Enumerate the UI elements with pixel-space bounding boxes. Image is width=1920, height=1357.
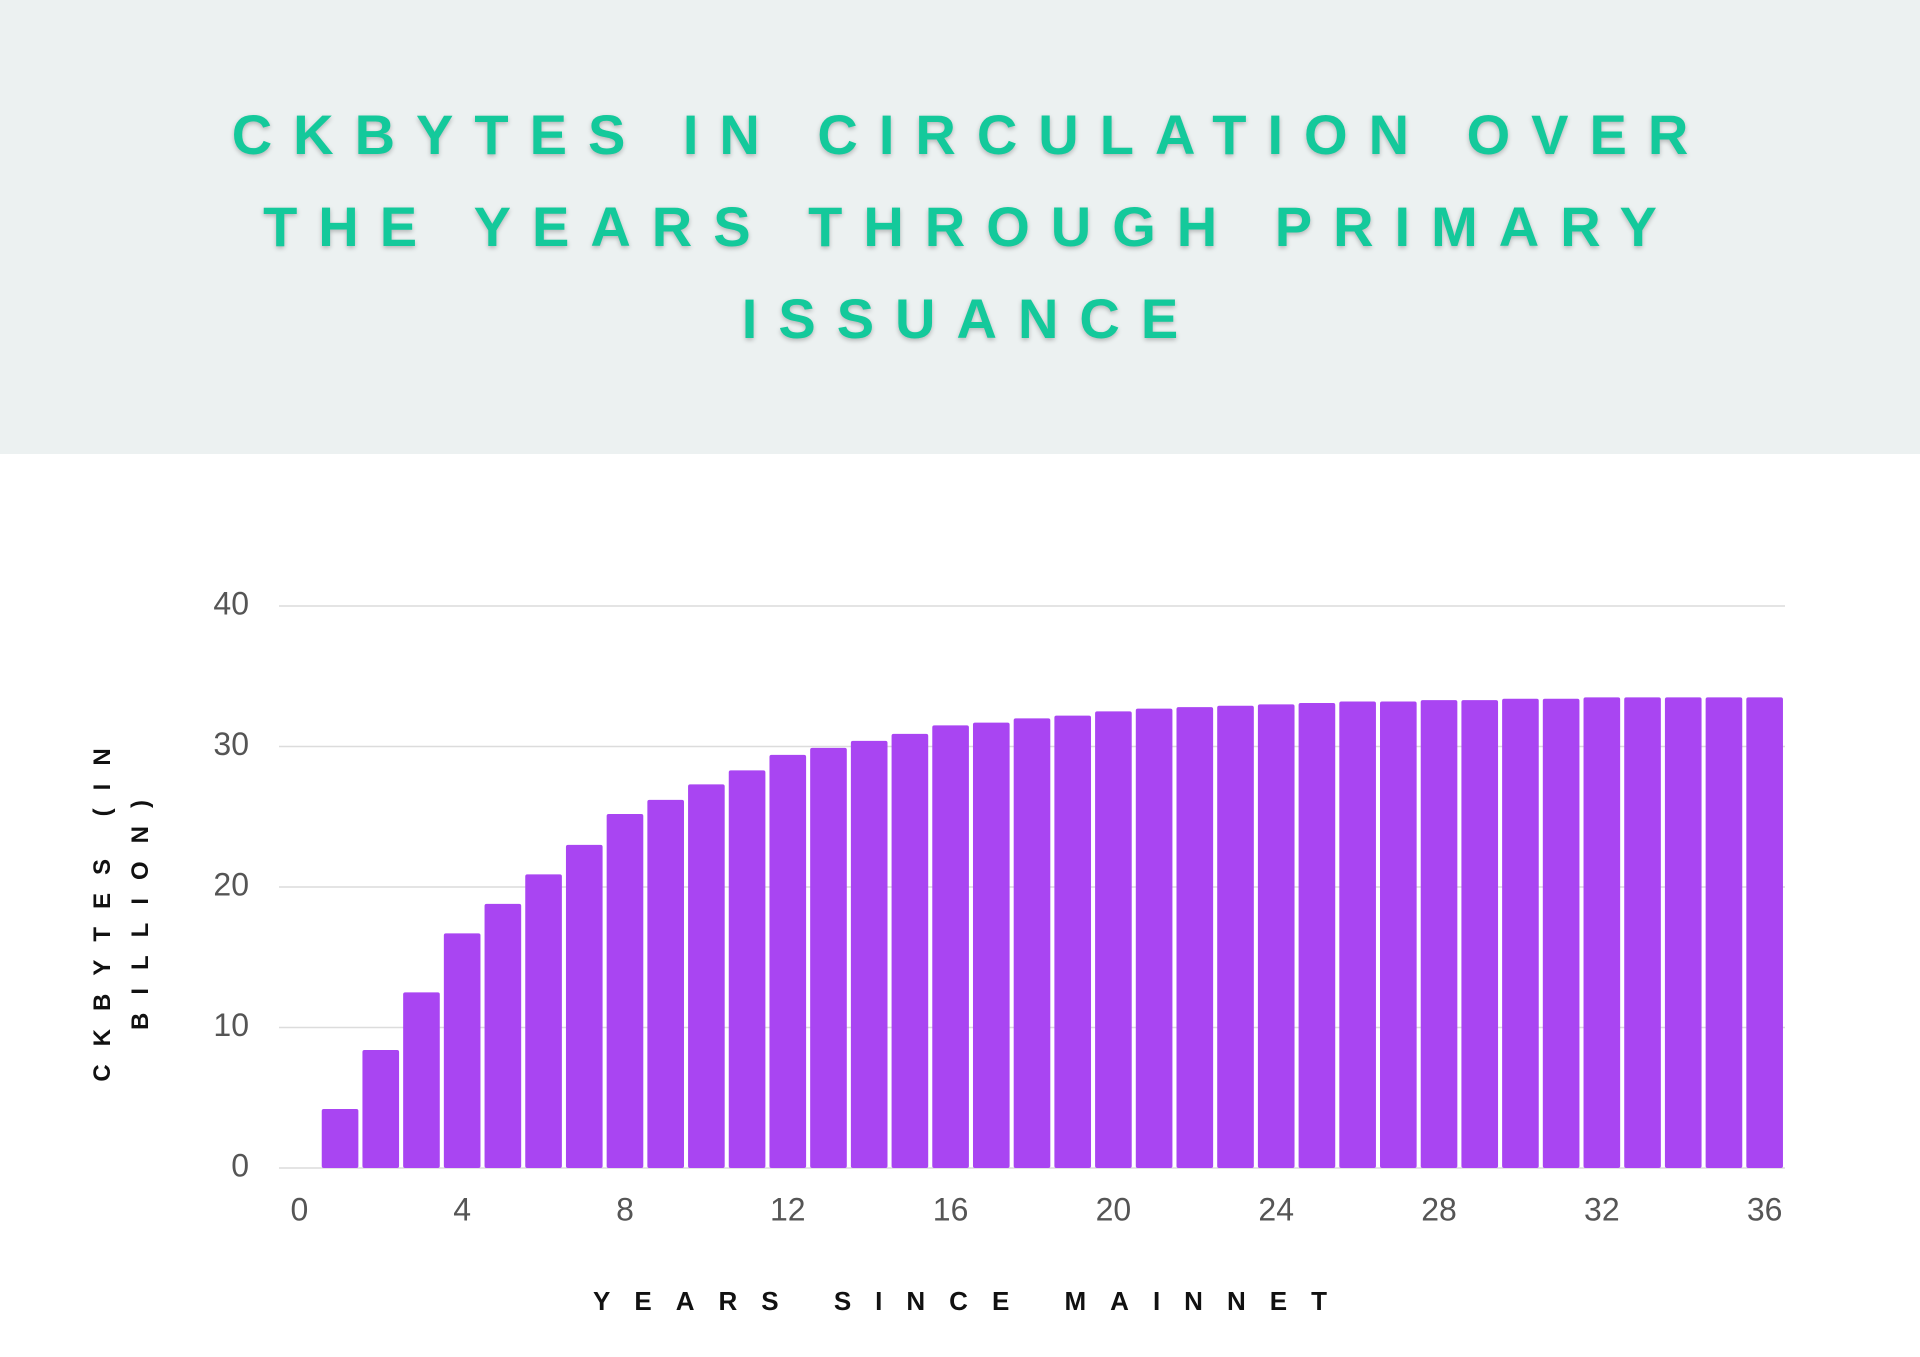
bar (1746, 697, 1783, 1168)
x-axis-label: YEARS SINCE MAINNET (593, 1286, 1351, 1316)
bar (769, 754, 807, 1168)
bar (647, 799, 684, 1168)
bar (1217, 705, 1254, 1168)
bar (728, 770, 766, 1168)
x-tick-label: 20 (1096, 1191, 1132, 1227)
y-tick-label: 20 (213, 866, 249, 902)
bar (891, 733, 929, 1168)
chart-title: CKBYTES IN CIRCULATION OVER THE YEARS TH… (231, 103, 1710, 350)
bar (1380, 701, 1417, 1168)
bar (1135, 708, 1173, 1168)
bar (1420, 700, 1458, 1168)
bar (1542, 698, 1580, 1168)
x-tick-label: 4 (453, 1191, 471, 1227)
y-axis-label: CKBYTES (IN BILLION) (89, 730, 154, 1082)
bar (1257, 704, 1295, 1168)
x-tick-label: 32 (1584, 1191, 1620, 1227)
bar (606, 813, 644, 1168)
bar (484, 903, 522, 1168)
x-tick-label: 12 (770, 1191, 806, 1227)
y-tick-label: 40 (213, 585, 249, 621)
bar (1502, 698, 1539, 1168)
bar (1461, 700, 1499, 1168)
bar (443, 933, 481, 1168)
x-tick-label: 24 (1258, 1191, 1294, 1227)
bar (688, 784, 725, 1168)
bar (932, 725, 969, 1168)
bar (1624, 697, 1661, 1168)
bar (321, 1108, 359, 1168)
y-tick-label: 30 (213, 726, 249, 762)
header (0, 0, 1920, 454)
bar (1013, 718, 1051, 1168)
bar (810, 747, 847, 1168)
bar (850, 740, 888, 1168)
x-tick-label: 16 (933, 1191, 969, 1227)
y-tick-label: 10 (213, 1007, 249, 1043)
bar (525, 874, 562, 1168)
x-tick-label: 8 (616, 1191, 634, 1227)
bar (972, 722, 1010, 1168)
bar (362, 1049, 400, 1168)
bar (1705, 697, 1743, 1168)
bar (1054, 715, 1092, 1168)
bar (565, 844, 603, 1168)
bar (1664, 697, 1702, 1168)
bar (403, 992, 440, 1168)
bar (1298, 702, 1336, 1168)
x-tick-label: 36 (1747, 1191, 1783, 1227)
x-tick-label: 0 (290, 1191, 308, 1227)
bar (1176, 707, 1214, 1168)
bar (1339, 701, 1376, 1168)
bar (1095, 711, 1132, 1168)
y-tick-label: 0 (231, 1147, 249, 1183)
bar (1583, 697, 1621, 1168)
x-tick-label: 28 (1421, 1191, 1457, 1227)
